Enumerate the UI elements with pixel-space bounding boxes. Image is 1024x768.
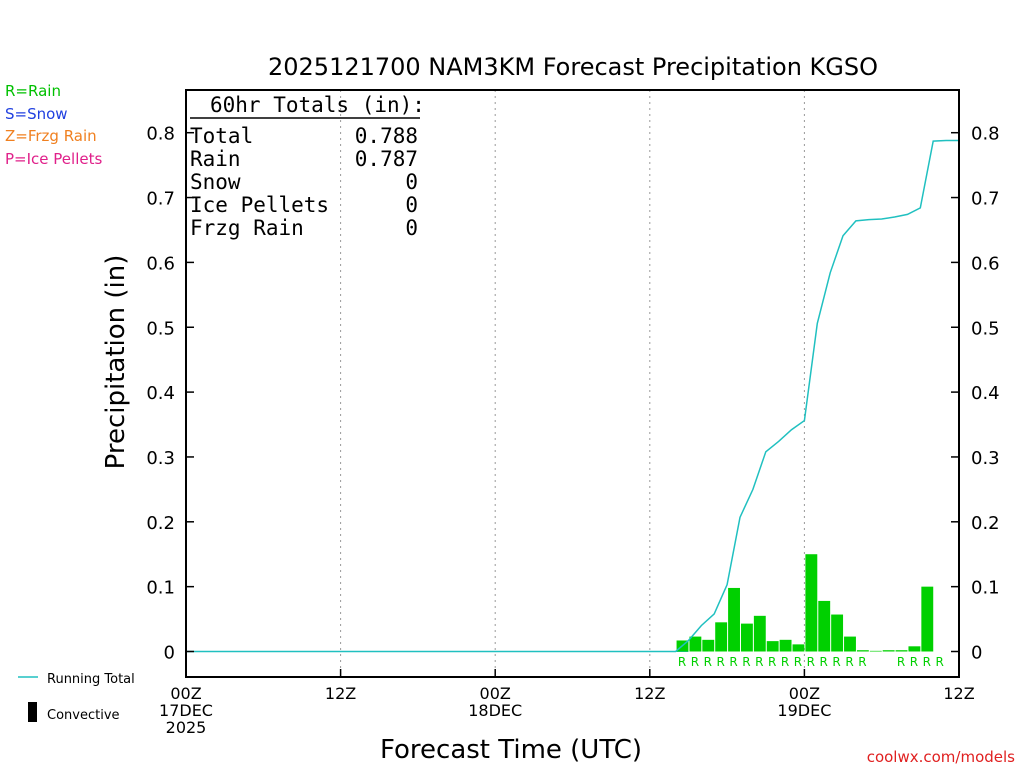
ptype-legend-frzg-rain: Z=Frzg Rain [5,127,97,145]
precip-bar [702,639,715,652]
precip-bar [715,622,728,652]
y-tick-label-left: 0.4 [146,383,175,404]
y-tick-label-right: 0 [971,643,982,664]
ptype-marker: R [781,655,789,669]
x-tick-label: 2025 [166,718,207,737]
ptype-marker: R [923,655,931,669]
series-legend: Running Total Convective [18,672,135,723]
ptype-marker: R [832,655,840,669]
x-tick-label: 12Z [943,684,974,703]
ptype-marker: R [704,655,712,669]
y-tick-label-left: 0.7 [146,189,175,210]
y-tick-label-right: 0.1 [971,578,1000,599]
ptype-marker: R [910,655,918,669]
x-tick-label: 00Z [789,684,820,703]
ptype-marker: R [845,655,853,669]
y-axis: 0 00.1 0.10.2 0.20.3 0.30.4 0.40.5 0.50.6 0.60.… [146,124,999,664]
totals-value-snow: 0 [405,170,418,194]
x-tick-label: 12Z [325,684,356,703]
ptype-marker: R [820,655,828,669]
x-tick-label: 00Z [480,684,511,703]
totals-label-frzg-rain: Frzg Rain [190,216,304,240]
precip-bar [740,623,753,652]
precip-bar [779,639,792,652]
x-tick-label: 17DEC [159,701,213,720]
precip-bar [818,600,831,652]
y-tick-label-left: 0.5 [146,318,175,339]
ptype-legend: R=Rain S=Snow Z=Frzg Rain P=Ice Pellets [5,82,102,168]
y-tick-label-right: 0.5 [971,318,1000,339]
chart-title: 2025121700 NAM3KM Forecast Precipitation… [268,53,878,81]
x-axis-label: Forecast Time (UTC) [380,735,642,765]
ptype-marker: R [897,655,905,669]
precip-bar [689,636,702,652]
x-tick-label: 18DEC [468,701,522,720]
credit-text: coolwx.com/models [867,748,1015,766]
totals-box: 60hr Totals (in): Total 0.788 Rain 0.787… [190,93,425,240]
y-tick-label-right: 0.8 [971,124,1000,145]
x-tick-label: 19DEC [777,701,831,720]
precip-bar [844,636,856,652]
ptype-legend-rain: R=Rain [5,82,61,100]
totals-value-rain: 0.787 [355,147,418,171]
precip-bar [792,644,805,652]
y-tick-label-left: 0.3 [146,448,175,469]
y-tick-label-right: 0.6 [971,253,1000,274]
totals-value-frzg-rain: 0 [405,216,418,240]
precip-bar [766,641,779,652]
grid-lines [198,90,805,677]
ptype-marker: R [807,655,815,669]
totals-value-ice-pellets: 0 [405,193,418,217]
totals-label-total: Total [190,124,253,148]
ptype-marker: R [768,655,776,669]
ptype-marker: R [858,655,866,669]
y-tick-label-left: 0.2 [146,513,175,534]
y-tick-label-right: 0.7 [971,189,1000,210]
ptype-marker: R [691,655,699,669]
ptype-marker: R [729,655,737,669]
ptype-marker: R [716,655,724,669]
totals-value-total: 0.788 [355,124,418,148]
precip-bar [728,587,740,652]
ptype-marker: R [936,655,944,669]
y-tick-label-left: 0.8 [146,124,175,145]
precip-bars [676,554,934,652]
running-total-line [186,139,959,653]
y-tick-label-left: 0.1 [146,578,175,599]
precip-bar [895,650,908,652]
y-tick-label-left: 0.6 [146,253,175,274]
totals-label-rain: Rain [190,147,241,171]
ptype-legend-snow: S=Snow [5,105,68,123]
precip-bar [856,650,869,652]
ptype-marker: R [794,655,802,669]
y-tick-label-right: 0.3 [971,448,1000,469]
ptype-marker: R [755,655,763,669]
totals-label-ice-pellets: Ice Pellets [190,193,329,217]
totals-heading: 60hr Totals (in): [210,93,425,117]
precip-bar [882,650,895,652]
y-axis-label: Precipitation (in) [101,255,131,470]
precip-bar [831,614,844,652]
x-tick-label: 12Z [634,684,665,703]
precip-bar [908,646,921,652]
plot-frame [185,89,960,678]
convective-legend-label: Convective [47,708,120,723]
running-total-legend-label: Running Total [47,672,135,687]
ptype-marker: R [742,655,750,669]
y-tick-label-right: 0.2 [971,513,1000,534]
precip-bar [921,586,934,652]
convective-legend-swatch [28,702,37,722]
ptype-legend-ice-pellets: P=Ice Pellets [5,150,102,168]
y-tick-label-left: 0 [164,643,175,664]
ptype-marker: R [678,655,686,669]
totals-label-snow: Snow [190,170,241,194]
precip-bar [753,615,766,652]
x-tick-label: 00Z [170,684,201,703]
precip-bar [805,554,818,652]
y-tick-label-right: 0.4 [971,383,1000,404]
precip-bar [869,650,882,652]
